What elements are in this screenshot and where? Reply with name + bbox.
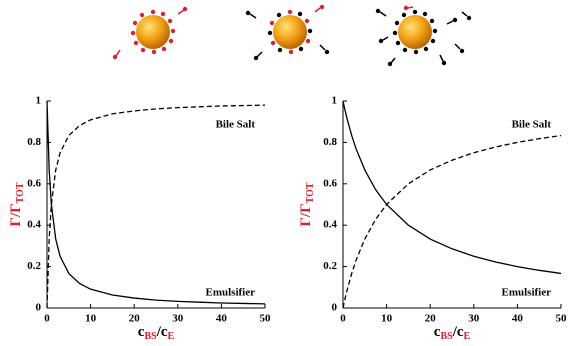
series-label: Bile Salt (512, 119, 552, 131)
y-tick-label: 0.2 (27, 260, 41, 272)
x-tick-label: 50 (556, 313, 568, 325)
x-tick-label: 50 (260, 313, 272, 325)
x-label-part: c (138, 324, 145, 340)
series-label: Emulsifier (206, 287, 256, 299)
y-tick-label: 0.2 (323, 260, 337, 272)
y-tick-label: 0.6 (323, 177, 337, 189)
x-label-part: /c (452, 324, 464, 340)
y-label-part: Γ/Γ (298, 203, 314, 226)
x-label-part: c (434, 324, 441, 340)
illustration (112, 4, 472, 67)
y-tick-label: 0 (332, 302, 338, 314)
x-tick-label: 10 (85, 313, 97, 325)
x-label-part: /c (156, 324, 168, 340)
y-label-sub: TOT (305, 182, 316, 203)
series-label: Bile Salt (216, 119, 256, 131)
y-label-sub: TOT (15, 182, 26, 203)
x-label-sub: BS (440, 331, 453, 342)
y-tick-label: 0 (36, 302, 42, 314)
x-tick-label: 20 (129, 313, 141, 325)
y-tick-label: 1 (36, 95, 42, 107)
x-label-sub: BS (144, 331, 157, 342)
x-tick-label: 40 (216, 313, 228, 325)
y-tick-label: 0.8 (27, 136, 41, 148)
y-label-part: Γ/Γ (8, 203, 24, 226)
x-tick-label: 30 (172, 313, 184, 325)
x-label-sub: E (464, 331, 471, 342)
particle (273, 15, 307, 49)
particle (398, 15, 432, 49)
y-tick-label: 0.6 (27, 177, 41, 189)
series-line (342, 134, 562, 309)
y-axis-label: Γ/ΓTOT (8, 182, 26, 227)
x-tick-label: 20 (425, 313, 437, 325)
adsorbed-black (392, 9, 438, 55)
y-tick-label: 1 (332, 95, 338, 107)
x-axis-label: cBS/cE (434, 324, 471, 342)
adsorbed-mixed (267, 9, 313, 55)
series-label: Emulsifier (502, 287, 552, 299)
x-axis-label: cBS/cE (138, 324, 175, 342)
x-label-sub: E (168, 331, 175, 342)
x-tick-label: 0 (340, 313, 346, 325)
adsorbed-red (130, 9, 176, 55)
x-tick-label: 30 (468, 313, 480, 325)
series-line (46, 104, 266, 309)
series-line (342, 100, 562, 275)
y-tick-label: 0.4 (323, 219, 337, 231)
x-tick-label: 40 (512, 313, 524, 325)
y-tick-label: 0.8 (323, 136, 337, 148)
particle (136, 15, 170, 49)
x-tick-label: 0 (44, 313, 50, 325)
x-tick-label: 10 (381, 313, 393, 325)
series-line (46, 100, 266, 305)
y-axis-label: Γ/ΓTOT (298, 182, 316, 227)
y-tick-label: 0.4 (27, 219, 41, 231)
